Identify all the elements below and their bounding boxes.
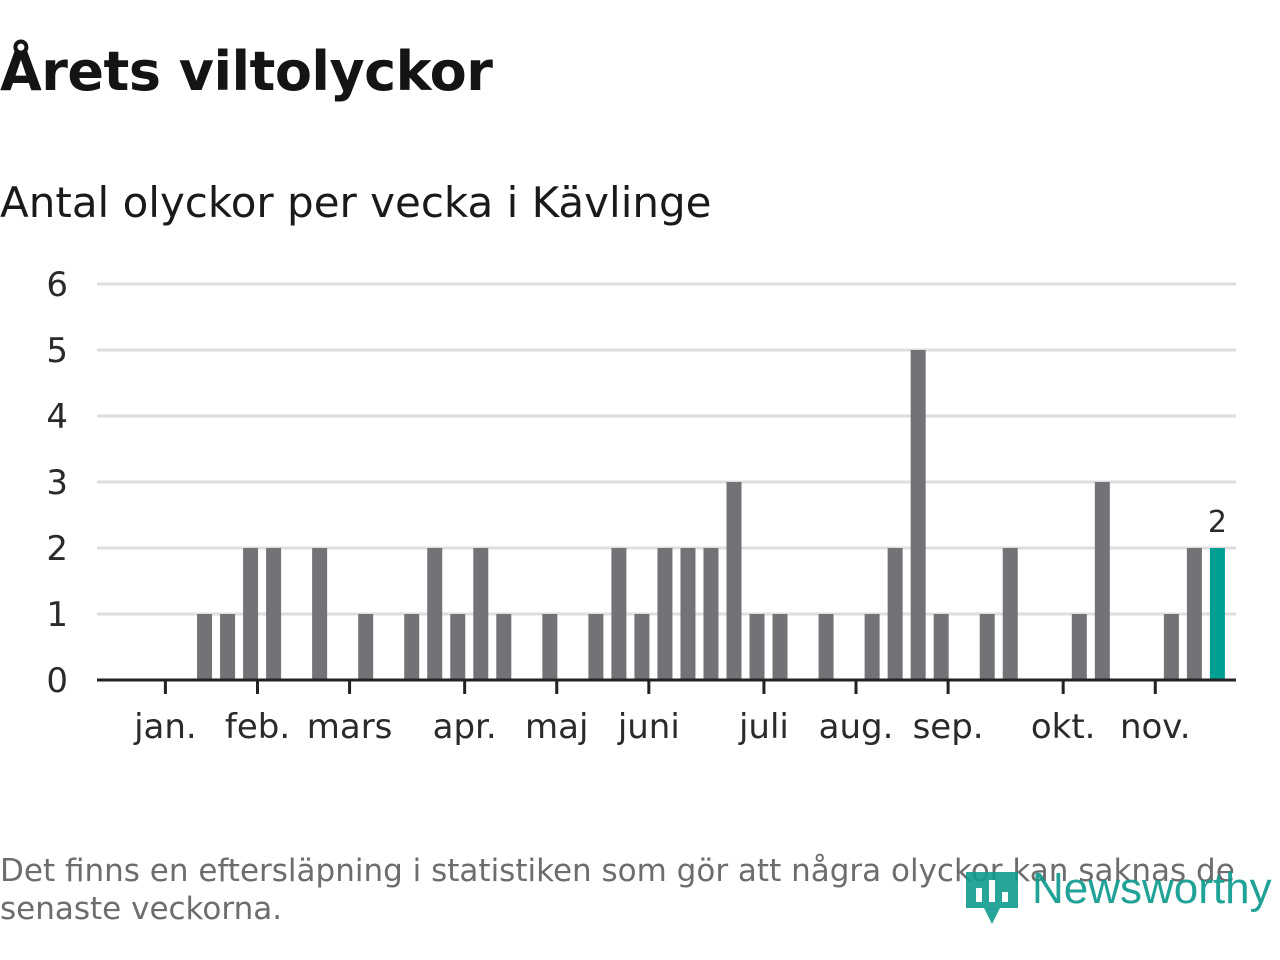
bars bbox=[197, 350, 1225, 680]
bar-week-16 bbox=[496, 614, 512, 680]
bar-week-6 bbox=[266, 548, 282, 680]
gridlines bbox=[97, 282, 1236, 616]
bar-week-20 bbox=[588, 614, 604, 680]
bar-week-14 bbox=[450, 614, 466, 680]
bar-week-8 bbox=[312, 548, 328, 680]
bar-week-13 bbox=[427, 548, 443, 680]
bar-week-10 bbox=[358, 614, 374, 680]
bar-week-37 bbox=[979, 614, 995, 680]
brand-logo[interactable]: Newsworthy bbox=[962, 858, 1278, 930]
y-tick-label-5: 5 bbox=[46, 331, 68, 371]
x-tick-label-jan: jan. bbox=[133, 707, 197, 747]
bar-week-33 bbox=[887, 548, 903, 680]
bar-week-5 bbox=[243, 548, 259, 680]
y-tick-label-1: 1 bbox=[46, 595, 68, 635]
newsworthy-logo-icon bbox=[966, 872, 1018, 924]
chart-subtitle: Antal olyckor per vecka i Kävlinge bbox=[0, 178, 712, 227]
footnote: Det finns en eftersläpning i statistiken… bbox=[0, 853, 1235, 927]
bar-week-28 bbox=[772, 614, 788, 680]
bar-week-21 bbox=[611, 548, 627, 680]
chart-title: Årets viltolyckor bbox=[0, 40, 493, 103]
x-tick-label-sep: sep. bbox=[913, 707, 984, 747]
bar-week-25 bbox=[703, 548, 719, 680]
x-tick-label-okt: okt. bbox=[1031, 707, 1096, 747]
bar-week-35 bbox=[933, 614, 949, 680]
data-labels: 2 bbox=[1208, 505, 1227, 540]
x-tick-label-juli: juli bbox=[738, 707, 789, 747]
bar-week-4 bbox=[220, 614, 236, 680]
x-tick-label-feb: feb. bbox=[225, 707, 290, 747]
bar-week-32 bbox=[864, 614, 880, 680]
bar-week-12 bbox=[404, 614, 420, 680]
axes: 0 1 2 3 4 5 6 jan. feb. mars apr. maj juni juli aug. se… bbox=[46, 265, 1236, 747]
y-tick-label-6: 6 bbox=[46, 265, 68, 305]
bar-week-27 bbox=[749, 614, 765, 680]
x-tick-label-mars: mars bbox=[307, 707, 393, 747]
data-label-week-47: 2 bbox=[1208, 505, 1227, 540]
brand-name: Newsworthy bbox=[1032, 864, 1272, 913]
bar-week-47 bbox=[1209, 548, 1225, 680]
bar-week-38 bbox=[1002, 548, 1018, 680]
bar-week-30 bbox=[818, 614, 834, 680]
bar-week-41 bbox=[1071, 614, 1087, 680]
bar-week-23 bbox=[657, 548, 673, 680]
x-tick-label-apr: apr. bbox=[433, 707, 497, 747]
x-tick-label-maj: maj bbox=[525, 707, 588, 747]
bar-week-45 bbox=[1163, 614, 1179, 680]
x-tick-label-nov: nov. bbox=[1120, 707, 1191, 747]
bar-week-26 bbox=[726, 482, 742, 680]
y-tick-label-2: 2 bbox=[46, 529, 68, 569]
bar-chart: 0 1 2 3 4 5 6 jan. feb. mars apr. maj juni juli aug. se… bbox=[46, 265, 1236, 747]
bar-week-22 bbox=[634, 614, 650, 680]
bar-week-42 bbox=[1094, 482, 1110, 680]
bar-week-34 bbox=[910, 350, 926, 680]
bar-week-46 bbox=[1186, 548, 1202, 680]
x-tick-label-aug: aug. bbox=[819, 707, 894, 747]
bar-week-3 bbox=[197, 614, 213, 680]
y-tick-label-3: 3 bbox=[46, 463, 68, 503]
bar-week-24 bbox=[680, 548, 696, 680]
bar-week-15 bbox=[473, 548, 489, 680]
x-tick-label-juni: juni bbox=[617, 707, 680, 747]
bar-week-18 bbox=[542, 614, 558, 680]
y-tick-label-4: 4 bbox=[46, 397, 68, 437]
y-tick-label-0: 0 bbox=[46, 661, 68, 701]
